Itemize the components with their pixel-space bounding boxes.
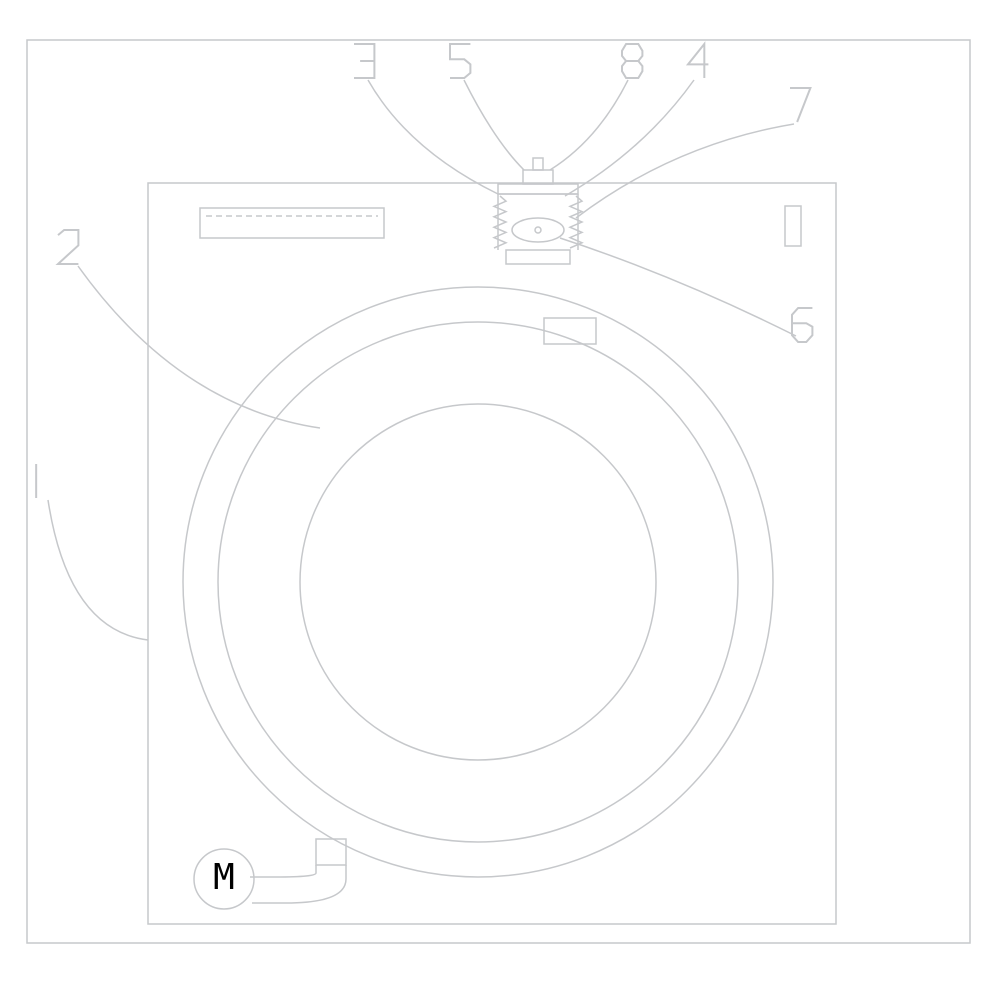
label-5-digit [450, 44, 470, 78]
label-4-digit [688, 44, 708, 78]
outer-frame [27, 40, 970, 943]
motor-label: M [213, 857, 235, 898]
device-cap [523, 170, 553, 184]
bellows-left [494, 196, 506, 248]
door-inner [300, 404, 656, 760]
label-7-digit [790, 88, 810, 122]
leader-3 [368, 80, 498, 194]
drain-elbow-top [250, 865, 316, 877]
leader-8 [550, 80, 628, 170]
drain-elbow-bottom [252, 865, 346, 903]
leader-4 [565, 80, 694, 196]
leader-7 [576, 124, 794, 218]
door-outer [183, 287, 773, 877]
float [512, 218, 564, 242]
engineering-diagram: M [0, 0, 1000, 986]
leader-5 [464, 80, 524, 170]
leader-1 [48, 500, 148, 640]
leader-2 [78, 266, 320, 428]
label-3-digit [354, 44, 374, 78]
right-slot [785, 206, 801, 246]
device-slot [498, 184, 578, 194]
machine-body [148, 183, 836, 924]
label-6-digit [792, 308, 812, 342]
device-stem [533, 158, 543, 170]
label-8-digit [622, 44, 642, 78]
device-plate [506, 250, 570, 264]
door-mid [218, 322, 738, 842]
float-center [535, 227, 541, 233]
door-handle [544, 318, 596, 344]
bellows-right [570, 196, 582, 248]
label-2-digit [58, 230, 78, 264]
detergent-tray [200, 208, 384, 238]
